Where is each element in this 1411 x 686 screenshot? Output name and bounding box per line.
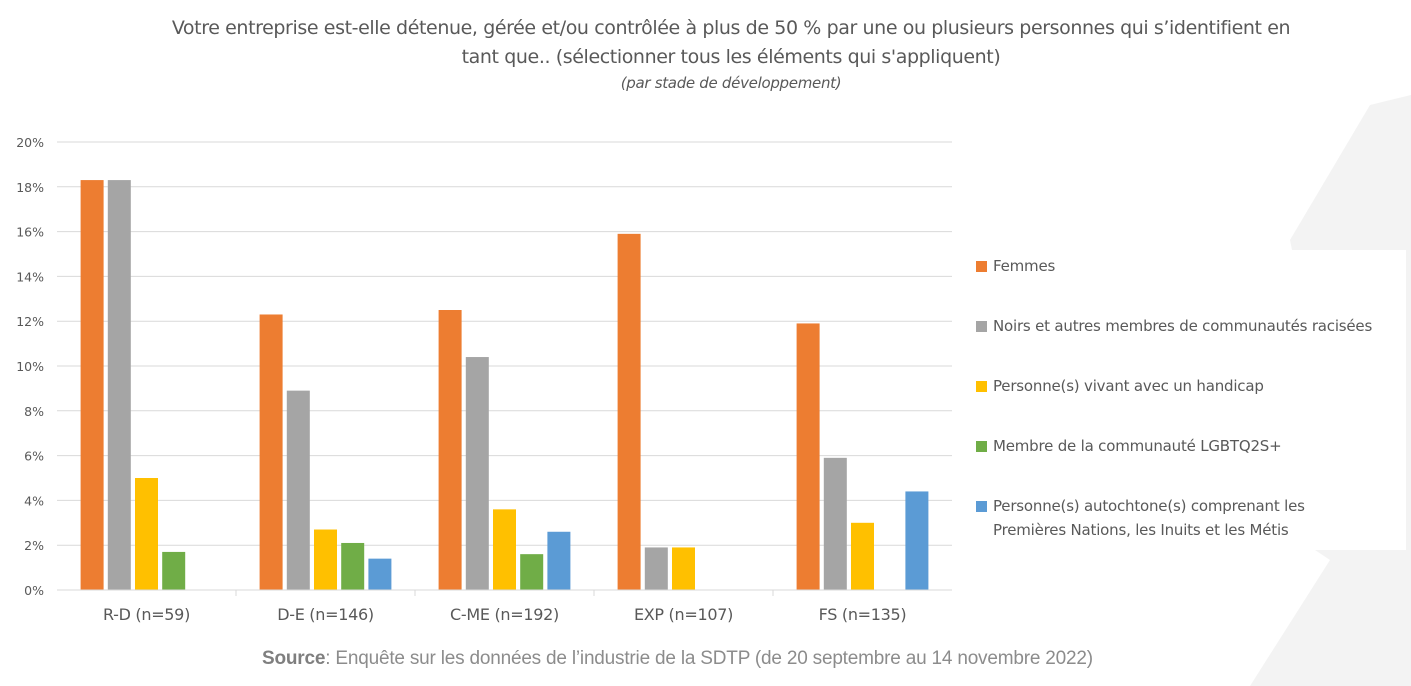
bar xyxy=(162,551,186,590)
x-tick-label: FS (n=135) xyxy=(819,605,907,624)
x-axis xyxy=(57,589,952,596)
legend-label: Noirs et autres membres de communautés r… xyxy=(993,317,1373,335)
chart-title-line-1: Votre entreprise est-elle détenue, gérée… xyxy=(171,17,1291,39)
bar xyxy=(286,390,310,590)
legend-swatch xyxy=(976,261,987,272)
chart-subtitle: (par stade de développement) xyxy=(620,74,842,92)
bar xyxy=(547,531,571,590)
source-text: : Enquête sur les données de l’industrie… xyxy=(325,648,1093,669)
x-axis-tick-labels: R-D (n=59) D-E (n=146) C-ME (n=192) EXP (n=… xyxy=(103,605,907,624)
bar xyxy=(259,314,283,590)
legend-swatch xyxy=(976,501,987,512)
bar xyxy=(851,522,874,590)
bar xyxy=(905,491,929,590)
source-label: Source xyxy=(262,648,326,669)
x-tick-label: R-D (n=59) xyxy=(103,605,190,624)
legend-label: Personne(s) vivant avec un handicap xyxy=(993,377,1264,395)
legend-item: Noirs et autres membres de communautés r… xyxy=(976,314,1372,338)
bar xyxy=(672,547,695,590)
x-tick-label: C-ME (n=192) xyxy=(450,605,559,624)
bar xyxy=(465,357,489,590)
y-tick-label: 6% xyxy=(24,449,44,464)
bars xyxy=(80,180,929,590)
bar xyxy=(314,529,337,590)
bar xyxy=(617,233,641,590)
bar xyxy=(438,310,462,590)
y-tick-label: 14% xyxy=(16,269,44,284)
y-tick-label: 20% xyxy=(16,135,44,150)
y-tick-label: 0% xyxy=(24,583,44,598)
legend-item: Membre de la communauté LGBTQ2S+ xyxy=(976,434,1282,458)
x-tick-label: D-E (n=146) xyxy=(277,605,374,624)
bar xyxy=(493,509,516,590)
legend-swatch xyxy=(976,381,987,392)
bar xyxy=(368,558,392,590)
x-tick-label: EXP (n=107) xyxy=(634,605,733,624)
y-tick-label: 8% xyxy=(24,404,44,419)
bar xyxy=(796,323,820,590)
bar xyxy=(80,180,104,590)
bar xyxy=(135,478,158,590)
y-tick-label: 16% xyxy=(16,225,44,240)
chart-title: Votre entreprise est-elle détenue, gérée… xyxy=(100,14,1362,72)
legend-label: Personne(s) autochtone(s) comprenant les… xyxy=(993,497,1305,539)
legend-item: Personne(s) autochtone(s) comprenant les… xyxy=(976,494,1305,542)
legend-item: Femmes xyxy=(976,254,1055,278)
source-note: Source: Enquête sur les données de l’ind… xyxy=(262,648,1212,670)
legend: Femmes Noirs et autres membres de communa… xyxy=(976,250,1406,550)
bar xyxy=(107,180,131,590)
bar xyxy=(644,547,668,590)
y-tick-label: 4% xyxy=(24,493,44,508)
legend-swatch xyxy=(976,321,987,332)
legend-label: Membre de la communauté LGBTQ2S+ xyxy=(993,437,1282,455)
chart-title-line-2: tant que.. (sélectionner tous les élémen… xyxy=(461,46,1001,68)
y-tick-label: 10% xyxy=(16,359,44,374)
y-axis-tick-labels: 0% 2% 4% 6% 8% 10% 12% 14% 16% 18% 20% xyxy=(16,135,44,598)
bar xyxy=(520,554,544,590)
legend-item: Personne(s) vivant avec un handicap xyxy=(976,374,1264,398)
y-tick-label: 2% xyxy=(24,538,44,553)
bar xyxy=(823,457,847,590)
y-tick-label: 12% xyxy=(16,314,44,329)
legend-swatch xyxy=(976,441,987,452)
legend-label: Femmes xyxy=(993,257,1056,275)
y-tick-label: 18% xyxy=(16,180,44,195)
bar xyxy=(341,542,365,590)
